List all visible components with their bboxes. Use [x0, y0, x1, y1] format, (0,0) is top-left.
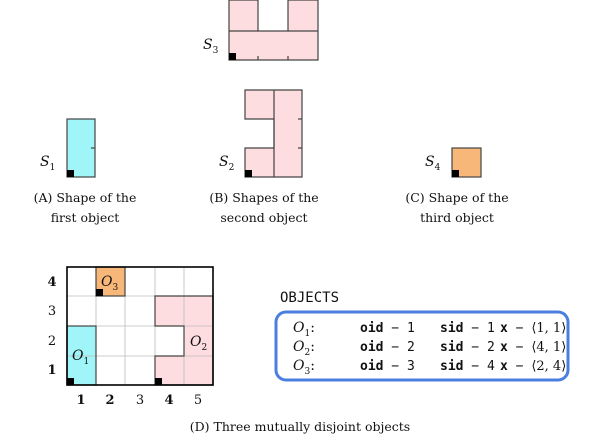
s2-origin-marker	[245, 170, 252, 177]
shape-s1: S1	[40, 118, 96, 178]
x-label-3: 3	[136, 393, 144, 408]
objects-table: OBJECTS O1: oid − 1 sid − 1 x − ⟨1, 1⟩ O…	[274, 290, 570, 382]
grid-o3-label: O3	[101, 274, 118, 293]
o2-origin-marker	[155, 378, 162, 385]
svg-text:O2:: O2:	[293, 339, 315, 358]
s1-origin-marker	[67, 170, 74, 177]
grid-o1-label: O1	[72, 348, 89, 367]
x-label-1: 1	[76, 393, 85, 408]
shape-s4: S4	[425, 147, 482, 178]
s4-origin-marker	[452, 170, 459, 177]
x-label-5: 5	[194, 393, 202, 408]
objects-row: O3: oid − 3 sid − 4 x − ⟨2, 4⟩	[293, 358, 566, 377]
s3-origin-marker	[229, 53, 236, 60]
y-label-3: 3	[48, 304, 56, 319]
placement-grid: O1 O2 O3 1 2 3 4 5 1 2 3 4	[47, 266, 214, 408]
caption-b: (B) Shapes of the second object	[209, 190, 318, 225]
svg-text:third object: third object	[420, 210, 494, 225]
y-label-4: 4	[47, 275, 56, 290]
grid-o1-fill	[67, 326, 96, 385]
svg-text:O1:: O1:	[293, 320, 315, 339]
svg-text:sid − 1: sid − 1	[440, 321, 495, 336]
o3-origin-marker	[96, 289, 103, 296]
o1-origin-marker	[67, 378, 74, 385]
s1-label: S1	[40, 154, 55, 173]
svg-text:x − ⟨1, 1⟩: x − ⟨1, 1⟩	[500, 321, 566, 336]
x-label-2: 2	[105, 393, 114, 408]
svg-text:second object: second object	[220, 210, 307, 225]
s1-rect	[66, 118, 96, 178]
s3-shape	[228, 0, 319, 61]
objects-row: O1: oid − 1 sid − 1 x − ⟨1, 1⟩	[293, 320, 566, 339]
svg-text:x − ⟨4, 1⟩: x − ⟨4, 1⟩	[500, 340, 566, 355]
grid-o2-label: O2	[190, 334, 207, 353]
svg-text:(A) Shape of the: (A) Shape of the	[34, 190, 137, 205]
objects-box	[274, 310, 570, 382]
shape-s2: S2	[219, 89, 303, 178]
svg-text:(C) Shape of the: (C) Shape of the	[405, 190, 508, 205]
x-label-4: 4	[164, 393, 173, 408]
svg-text:first object: first object	[51, 210, 120, 225]
y-label-1: 1	[47, 363, 56, 378]
s2-label: S2	[219, 154, 234, 173]
svg-text:sid − 2: sid − 2	[440, 340, 495, 355]
caption-d: (D) Three mutually disjoint objects	[190, 419, 410, 434]
svg-text:(B) Shapes of the: (B) Shapes of the	[209, 190, 318, 205]
svg-text:O3:: O3:	[293, 358, 315, 377]
svg-text:oid − 3: oid − 3	[360, 359, 415, 374]
s3-label: S3	[203, 37, 219, 56]
svg-text:sid − 4: sid − 4	[440, 359, 495, 374]
caption-a: (A) Shape of the first object	[34, 190, 137, 225]
y-label-2: 2	[48, 334, 56, 349]
caption-c: (C) Shape of the third object	[405, 190, 508, 225]
objects-title: OBJECTS	[280, 290, 339, 306]
svg-text:oid − 2: oid − 2	[360, 340, 415, 355]
svg-text:x − ⟨2, 4⟩: x − ⟨2, 4⟩	[500, 359, 566, 374]
objects-row: O2: oid − 2 sid − 2 x − ⟨4, 1⟩	[293, 339, 566, 358]
grid-border	[66, 266, 214, 386]
s4-label: S4	[425, 154, 441, 173]
svg-text:oid − 1: oid − 1	[360, 321, 415, 336]
shape-s3: S3	[203, 0, 319, 61]
